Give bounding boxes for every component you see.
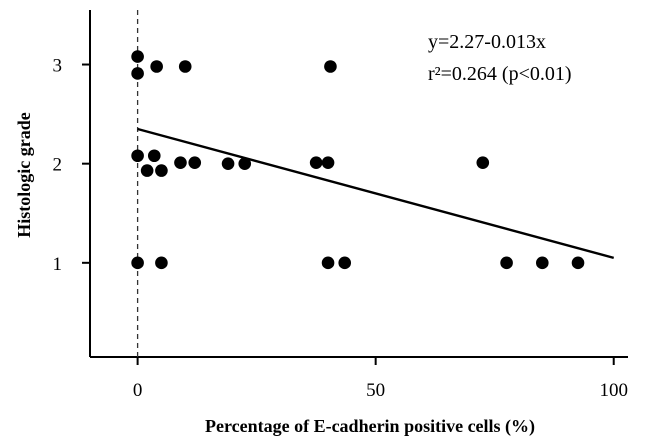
data-point	[321, 156, 335, 169]
data-point	[178, 60, 192, 73]
data-point	[476, 156, 490, 169]
data-point	[147, 149, 161, 163]
data-point	[571, 256, 585, 270]
data-point	[536, 256, 549, 270]
data-point	[238, 157, 252, 170]
data-point	[338, 256, 352, 270]
regression-line	[137, 127, 615, 260]
regression-statistics: r²=0.264 (p<0.01)	[428, 63, 572, 85]
data-points	[131, 50, 585, 270]
data-point	[221, 157, 235, 170]
regression-equation: y=2.27-0.013x	[428, 31, 546, 53]
y-tick-label: 1	[53, 254, 63, 275]
data-point	[155, 256, 168, 270]
data-point	[155, 164, 168, 177]
x-tick-label: 0	[133, 380, 143, 401]
ticks: 1 2 3 0 50 100	[53, 56, 628, 401]
data-point	[309, 156, 323, 169]
x-tick-label: 50	[366, 380, 385, 401]
data-point	[131, 67, 144, 80]
axes	[89, 10, 628, 358]
y-tick-label: 2	[53, 155, 63, 176]
data-point	[140, 164, 154, 177]
x-tick-label: 100	[599, 380, 628, 401]
data-point	[174, 156, 187, 169]
x-axis-title: Percentage of E-cadherin positive cells …	[205, 416, 535, 436]
data-point	[500, 256, 513, 270]
data-point	[131, 50, 144, 63]
y-axis-title: Histologic grade	[14, 112, 34, 237]
data-point	[324, 60, 337, 73]
data-point	[321, 256, 335, 270]
data-point	[150, 60, 163, 73]
data-point	[131, 149, 144, 163]
data-point	[131, 256, 144, 270]
y-tick-label: 3	[53, 56, 63, 77]
data-point	[188, 156, 202, 169]
